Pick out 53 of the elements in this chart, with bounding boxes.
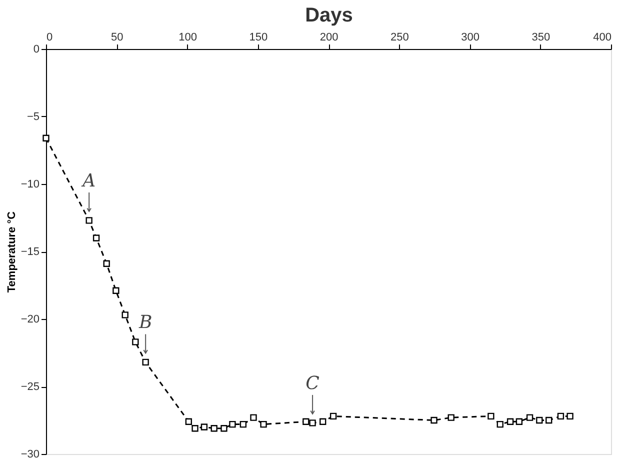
point (430, 416, 438, 424)
x-tick-label: 150 (249, 32, 268, 44)
point (220, 425, 228, 432)
point (122, 312, 128, 318)
point (506, 418, 514, 425)
point (210, 425, 218, 432)
point (103, 260, 110, 267)
x-tick-label: 200 (320, 32, 338, 44)
point (320, 418, 326, 425)
point (536, 416, 543, 424)
x-tick-label: 350 (532, 32, 550, 44)
x-tick-label: 400 (593, 32, 612, 44)
point (86, 217, 92, 224)
point (309, 420, 316, 426)
point (302, 418, 310, 425)
point (448, 414, 454, 421)
x-axis-title: Days (305, 4, 353, 26)
point (250, 414, 257, 421)
x-tick-label: 50 (111, 32, 124, 44)
y-tick-label: −30 (20, 448, 40, 460)
y-tick-label: −20 (20, 314, 40, 326)
point (142, 358, 149, 366)
y-tick-label: −25 (20, 381, 40, 393)
x-tick-label: 0 (46, 32, 53, 44)
point (229, 420, 236, 428)
point (496, 420, 504, 428)
annotation: B (138, 312, 152, 334)
point (330, 412, 337, 420)
y-axis-title: Temperature °C (6, 211, 18, 293)
point (260, 420, 267, 428)
point (200, 424, 208, 430)
point (526, 414, 534, 421)
point (516, 418, 523, 425)
point (557, 412, 564, 420)
y-tick-label: 0 (33, 44, 40, 56)
point (185, 418, 192, 425)
point (546, 416, 552, 424)
point (42, 134, 50, 142)
y-tick-label: −5 (26, 111, 40, 123)
point (112, 287, 120, 294)
annotation: A (80, 170, 96, 192)
annotation: C (306, 372, 320, 394)
x-tick-label: 100 (178, 32, 197, 44)
point (240, 420, 247, 428)
point (132, 338, 139, 346)
point (488, 412, 494, 420)
y-tick-label: −10 (20, 178, 40, 190)
x-tick-label: 250 (390, 32, 409, 44)
y-tick-label: −15 (20, 246, 40, 258)
point (92, 234, 100, 242)
point (192, 425, 198, 432)
point (566, 412, 574, 420)
x-tick-label: 300 (461, 32, 480, 44)
